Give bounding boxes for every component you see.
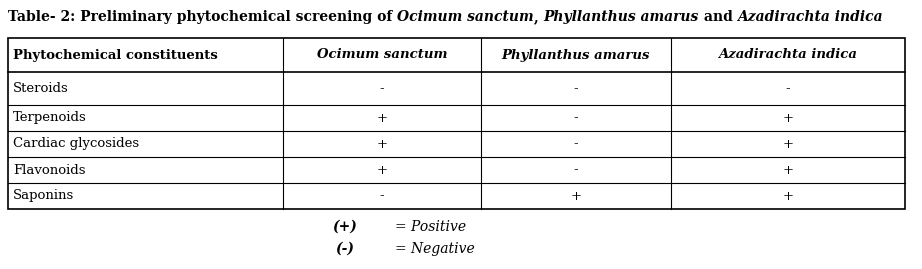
- Text: -: -: [380, 189, 384, 203]
- Text: +: +: [571, 189, 582, 203]
- Text: Cardiac glycosides: Cardiac glycosides: [13, 137, 139, 150]
- Text: Phyllanthus amarus: Phyllanthus amarus: [543, 10, 699, 24]
- Text: -: -: [380, 82, 384, 95]
- Text: Flavonoids: Flavonoids: [13, 164, 86, 176]
- Text: ,: ,: [534, 10, 543, 24]
- Text: +: +: [783, 189, 794, 203]
- Text: Ocimum sanctum: Ocimum sanctum: [317, 48, 447, 62]
- Text: +: +: [783, 111, 794, 125]
- Text: +: +: [783, 164, 794, 176]
- Text: Steroids: Steroids: [13, 82, 69, 95]
- Text: Phyllanthus amarus: Phyllanthus amarus: [502, 48, 650, 62]
- Text: Terpenoids: Terpenoids: [13, 111, 87, 125]
- Text: = Negative: = Negative: [395, 242, 475, 256]
- Text: +: +: [783, 137, 794, 150]
- Text: +: +: [376, 164, 387, 176]
- Text: Azadirachta indica: Azadirachta indica: [718, 48, 857, 62]
- Text: -: -: [573, 111, 578, 125]
- Text: (-): (-): [336, 242, 354, 256]
- Text: (+): (+): [333, 220, 358, 234]
- Bar: [8, 38, 905, 209]
- Text: -: -: [786, 82, 790, 95]
- Text: -: -: [573, 82, 578, 95]
- Text: -: -: [573, 164, 578, 176]
- Text: +: +: [376, 111, 387, 125]
- Text: = Positive: = Positive: [395, 220, 467, 234]
- Text: Azadirachta indica: Azadirachta indica: [738, 10, 883, 24]
- Text: Phytochemical constituents: Phytochemical constituents: [13, 48, 218, 62]
- Text: Saponins: Saponins: [13, 189, 75, 203]
- Text: Ocimum sanctum: Ocimum sanctum: [397, 10, 534, 24]
- Text: Table- 2: Preliminary phytochemical screening of: Table- 2: Preliminary phytochemical scre…: [8, 10, 397, 24]
- Text: and: and: [699, 10, 738, 24]
- Text: +: +: [376, 137, 387, 150]
- Text: -: -: [573, 137, 578, 150]
